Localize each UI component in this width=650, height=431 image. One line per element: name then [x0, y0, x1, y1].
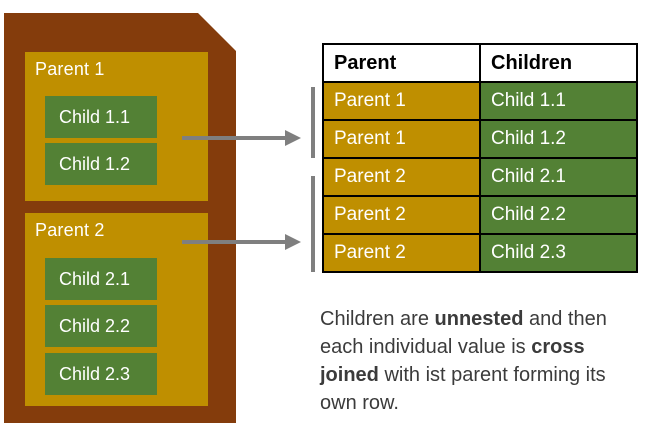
- child-cell: Child 1.2: [479, 119, 638, 159]
- group1-bracket-bar: [311, 87, 315, 158]
- parent2-group-box: Parent 2 Child 2.1 Child 2.2 Child 2.3: [25, 213, 208, 406]
- parent1-group-box: Parent 1 Child 1.1 Child 1.2: [25, 52, 208, 201]
- table-header-row: Parent Children: [322, 43, 638, 83]
- table-row: Parent 2 Child 2.1: [322, 157, 638, 197]
- child-1-2-box: Child 1.2: [45, 143, 157, 185]
- table-row: Parent 1 Child 1.1: [322, 81, 638, 121]
- table-row: Parent 1 Child 1.2: [322, 119, 638, 159]
- parent-cell: Parent 1: [322, 81, 481, 121]
- unnested-result-table: Parent Children Parent 1 Child 1.1 Paren…: [322, 43, 638, 273]
- child-1-1-box: Child 1.1: [45, 96, 157, 138]
- caption-text-segment: Children are: [320, 308, 435, 330]
- explanation-text: Children are unnested and then each indi…: [320, 305, 615, 417]
- parent-cell: Parent 2: [322, 157, 481, 197]
- table-row: Parent 2 Child 2.2: [322, 195, 638, 235]
- parent-cell: Parent 2: [322, 233, 481, 273]
- arrow-right-icon: [182, 234, 301, 250]
- caption-bold-cross-joined: cross joined: [320, 336, 585, 386]
- caption-bold-unnested: unnested: [434, 308, 524, 330]
- child-cell: Child 1.1: [479, 81, 638, 121]
- children-column-header: Children: [479, 43, 638, 83]
- child-cell: Child 2.1: [479, 157, 638, 197]
- group2-bracket-bar: [311, 176, 315, 272]
- child-cell: Child 2.3: [479, 233, 638, 273]
- child-2-1-box: Child 2.1: [45, 258, 157, 300]
- parent-column-header: Parent: [322, 43, 481, 83]
- parent2-label: Parent 2: [35, 220, 105, 240]
- parent1-label: Parent 1: [35, 59, 105, 79]
- table-row: Parent 2 Child 2.3: [322, 233, 638, 273]
- arrow-right-icon: [182, 130, 301, 146]
- parent-cell: Parent 1: [322, 119, 481, 159]
- parent-cell: Parent 2: [322, 195, 481, 235]
- child-cell: Child 2.2: [479, 195, 638, 235]
- child-2-3-box: Child 2.3: [45, 353, 157, 395]
- caption-text-segment: with ist parent forming its own row.: [320, 364, 606, 414]
- caption-text-segment: and then each individual value is: [320, 308, 607, 358]
- child-2-2-box: Child 2.2: [45, 305, 157, 347]
